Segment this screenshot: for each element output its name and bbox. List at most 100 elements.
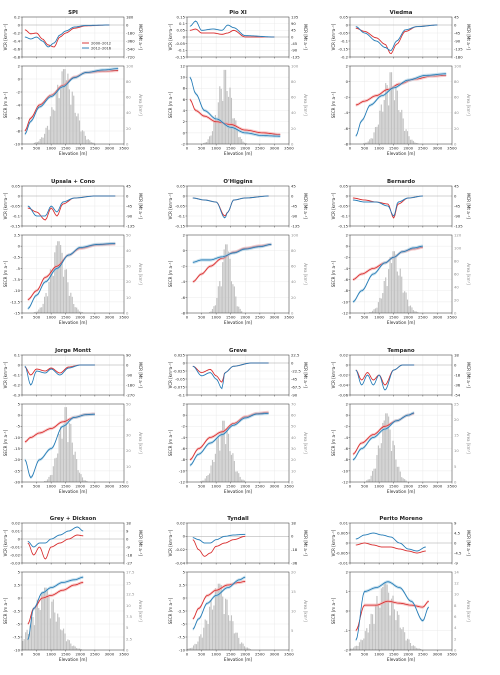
histogram-bar [45, 127, 47, 144]
histogram-bar [373, 468, 375, 482]
tick-label-x: 1000 [46, 652, 56, 657]
histogram-bar [55, 457, 57, 482]
tick-label-x: 2000 [75, 315, 85, 320]
histogram-bar [415, 647, 417, 650]
histogram-bar [249, 649, 251, 650]
chart-panel-jorge-montt: Jorge Montt -0.3 -0.2 -0.1 0 0.1 -270 -180 -90 0 9… [3, 348, 143, 494]
chart-title: Jorge Montt [54, 348, 91, 354]
histogram-bar [71, 91, 73, 144]
tick-label-y: 0 [18, 244, 21, 249]
axis-label-vcr: VCR [km³a⁻¹] [168, 23, 173, 50]
histogram-bar [415, 311, 417, 313]
tick-label-area: 40 [126, 417, 131, 422]
histogram-bar [76, 459, 78, 482]
tick-label-mcr: -45 [291, 41, 298, 46]
tick-label-y: -0.01 [10, 544, 20, 549]
tick-label-x: 1500 [226, 315, 236, 320]
histogram-bar [382, 293, 384, 313]
tick-label-area: 60 [454, 95, 459, 100]
tick-label-mcr: -135 [126, 223, 135, 228]
tick-label-area: 40 [291, 110, 296, 115]
axis-label-vcr: VCR [km³a⁻¹] [3, 361, 8, 388]
tick-label-y: -0.02 [10, 552, 20, 557]
tick-label-area: 100 [291, 63, 299, 68]
tick-label-x: 2000 [75, 484, 85, 489]
histogram-bar [380, 104, 382, 144]
tick-label-mcr: 45 [126, 183, 131, 188]
tick-label-mcr: -180 [454, 54, 463, 59]
histogram-bar [70, 643, 72, 650]
tick-label-x: 0 [349, 484, 352, 489]
tick-label-y: -0.1 [13, 372, 21, 377]
histogram-bar [52, 109, 54, 144]
tick-label-area: 0 [291, 141, 294, 146]
tick-label-x: 2000 [75, 146, 85, 151]
histogram-bar [377, 445, 379, 482]
series-line-secr [352, 412, 415, 461]
histogram-bar [398, 466, 400, 482]
chart-title: Tempano [387, 348, 415, 354]
histogram-bar [76, 116, 78, 144]
tick-label-mcr: 18 [454, 352, 459, 357]
series-line-vcr [24, 364, 95, 386]
tick-label-mcr: 0 [454, 540, 457, 545]
tick-label-mcr: -22.5 [291, 368, 301, 373]
uncertainty-band [192, 579, 246, 621]
histogram-bar [74, 646, 76, 650]
histogram-bar [194, 643, 196, 650]
histogram-bar [78, 648, 81, 650]
histogram-bar [235, 296, 237, 313]
histogram-bar [220, 584, 222, 650]
tick-label-y: -0.6 [13, 46, 21, 51]
tick-label-y: -2 [344, 95, 348, 100]
axis-label-secr: SECR [m a⁻¹] [168, 597, 173, 624]
tick-label-y: -30 [14, 479, 21, 484]
tick-label-y: -6 [344, 277, 348, 282]
axis-label-secr: SECR [m a⁻¹] [3, 91, 8, 118]
tick-label-y: 0 [183, 595, 186, 600]
tick-label-area: 80 [454, 79, 459, 84]
tick-label-y: -7.5 [13, 634, 21, 639]
tick-label-y: 0 [183, 34, 186, 39]
histogram-bar [80, 131, 82, 144]
histogram-bar [33, 625, 35, 650]
series-line-secr [192, 243, 272, 263]
histogram-bar [418, 648, 420, 650]
histogram-bar [217, 286, 219, 313]
tick-label-x: 3000 [433, 315, 443, 320]
tick-label-area: 60 [291, 264, 296, 269]
legend-label: 2012–2016 [91, 46, 112, 50]
histogram-bar [78, 472, 81, 482]
histogram-bar [366, 142, 368, 144]
tick-label-y: -8 [181, 457, 185, 462]
tick-label-x: 1000 [46, 146, 56, 151]
tick-label-area: 25 [454, 401, 459, 406]
histogram-bar [392, 595, 394, 650]
histogram-bar [385, 277, 387, 313]
histogram-bar [236, 306, 238, 313]
histogram-bar [225, 444, 227, 482]
histogram-bar [417, 312, 419, 313]
axis-label-secr: SECR [m a⁻¹] [3, 260, 8, 287]
tick-label-y: -2 [181, 264, 185, 269]
histogram-bar [409, 305, 412, 313]
tick-label-y: 2 [183, 401, 186, 406]
histogram-bar [223, 249, 225, 313]
tick-label-y: 8 [183, 86, 186, 91]
tick-label-y: 0.05 [12, 183, 21, 188]
tick-label-y: -10 [179, 647, 186, 652]
tick-label-area: 20 [126, 126, 131, 131]
series-line-secr [24, 68, 119, 135]
histogram-bar [33, 312, 35, 313]
histogram-bar [48, 596, 50, 650]
tick-label-y: 4 [183, 108, 186, 113]
tick-label-mcr: -135 [291, 223, 300, 228]
tick-label-y: 0.01 [340, 520, 349, 525]
tick-label-y: -1 [344, 628, 348, 633]
tick-label-area: 5 [126, 625, 129, 630]
tick-label-x: 2000 [403, 146, 413, 151]
tick-label-x: 0 [21, 146, 24, 151]
tick-label-mcr: 45 [291, 28, 296, 33]
histogram-bar [71, 442, 73, 482]
histogram-bar [227, 615, 230, 650]
